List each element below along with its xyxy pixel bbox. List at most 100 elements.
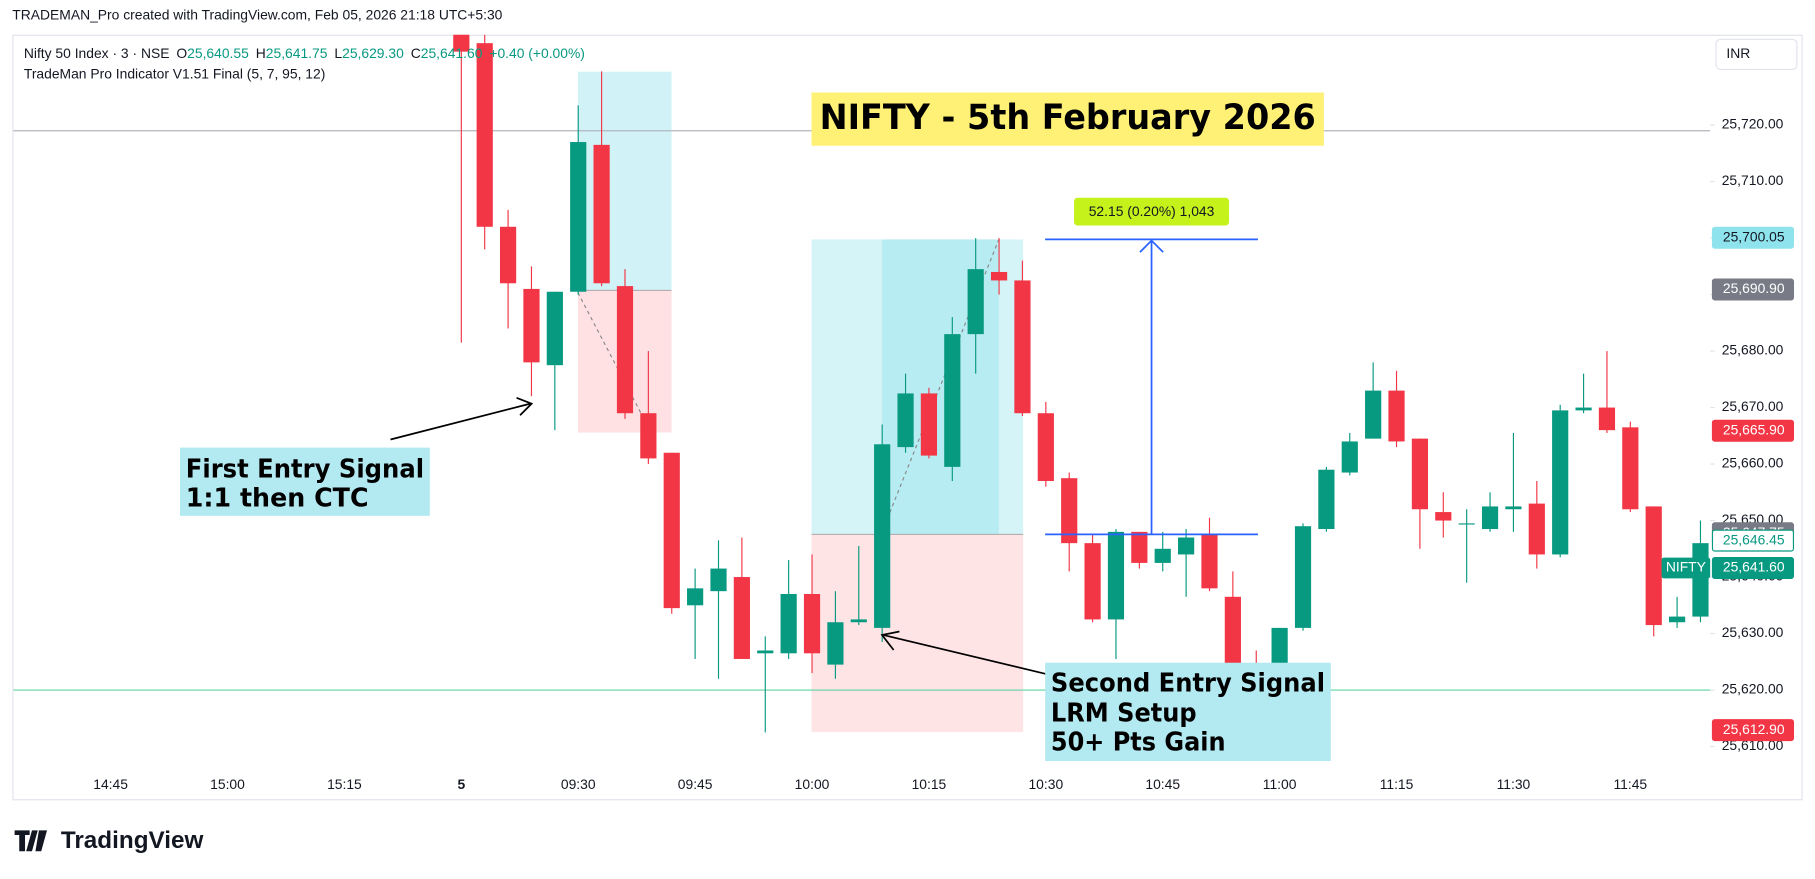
x-tick-label: 11:45 bbox=[1614, 776, 1648, 792]
x-tick-label: 11:15 bbox=[1380, 776, 1414, 792]
candle-body bbox=[874, 444, 891, 628]
annotation-text: Second Entry Signal bbox=[1051, 668, 1325, 698]
candle-body bbox=[1224, 596, 1241, 671]
candle-body bbox=[1388, 390, 1405, 442]
y-tick-label: 25,620.00 bbox=[1722, 681, 1784, 697]
logo-mark bbox=[14, 830, 48, 852]
x-tick-label: 09:30 bbox=[561, 776, 596, 792]
annotation-text: 1:1 then CTC bbox=[186, 483, 369, 513]
candle-body bbox=[1552, 410, 1569, 555]
candle-body bbox=[570, 142, 587, 292]
y-tick-label: 25,680.00 bbox=[1722, 342, 1784, 358]
ohlc-value: 25,640.55 bbox=[187, 45, 249, 61]
candle-body bbox=[827, 622, 844, 665]
candle-body bbox=[897, 393, 914, 448]
price-label-box bbox=[1711, 557, 1795, 579]
brand: TradingView bbox=[61, 827, 204, 854]
x-tick-label: 10:15 bbox=[912, 776, 947, 792]
attribution: TRADEMAN_Pro created with TradingView.co… bbox=[12, 7, 502, 23]
candle-body bbox=[780, 593, 797, 654]
candle-body bbox=[990, 271, 1008, 281]
annotation-text: 50+ Pts Gain bbox=[1051, 727, 1226, 757]
y-tick-label: 25,720.00 bbox=[1722, 116, 1784, 132]
candle-body bbox=[1435, 512, 1452, 521]
x-tick-label: 10:30 bbox=[1028, 776, 1063, 792]
price-label: 25,665.90 bbox=[1723, 421, 1785, 437]
title-box bbox=[811, 92, 1324, 146]
x-tick-label: 5 bbox=[457, 776, 465, 792]
candle-body bbox=[640, 413, 657, 459]
candle-body bbox=[1294, 526, 1312, 628]
currency[interactable]: INR bbox=[1726, 45, 1750, 61]
y-tick-label: 25,670.00 bbox=[1722, 398, 1784, 414]
candle-body bbox=[499, 226, 517, 284]
measure-label-box bbox=[1074, 197, 1230, 226]
target-zone bbox=[811, 239, 1024, 535]
x-tick-label: 09:45 bbox=[678, 776, 713, 792]
y-tick-label: 25,630.00 bbox=[1722, 624, 1784, 640]
candle-body bbox=[1107, 531, 1125, 620]
currency-button[interactable] bbox=[1715, 38, 1798, 70]
price-tag-box bbox=[1661, 557, 1711, 579]
price-label: 25,641.60 bbox=[1723, 559, 1785, 575]
chart-title: NIFTY - 5th February 2026 bbox=[820, 98, 1316, 138]
y-tick-label: 25,610.00 bbox=[1722, 737, 1784, 753]
trade-path bbox=[577, 292, 644, 417]
ohlc-value: 25,629.30 bbox=[342, 45, 404, 61]
price-label-box bbox=[1711, 529, 1795, 552]
candle-body bbox=[1458, 523, 1475, 525]
candles bbox=[453, 34, 1709, 733]
overlay: 52.15 (0.20%) 1,043 NIFTY - 5th February… bbox=[24, 38, 1798, 762]
candle-body bbox=[1528, 503, 1545, 555]
candle-body bbox=[453, 34, 470, 52]
price-label-box bbox=[1711, 419, 1795, 442]
candle-body bbox=[616, 286, 634, 414]
annotation-arrowhead bbox=[516, 397, 534, 416]
indicator-legend: TradeMan Pro Indicator V1.51 Final (5, 7… bbox=[24, 66, 325, 82]
candle-body bbox=[1365, 390, 1382, 439]
candle-body bbox=[1692, 543, 1709, 617]
candle-body bbox=[733, 577, 750, 659]
ohlc-key: H bbox=[256, 45, 266, 61]
candle-body bbox=[687, 588, 704, 606]
candle-body bbox=[1575, 407, 1592, 411]
ohlc-key: C bbox=[411, 45, 421, 61]
candle-body bbox=[593, 144, 610, 284]
candle-body bbox=[944, 334, 961, 467]
candle-body bbox=[1061, 478, 1078, 544]
y-tick-label: 25,710.00 bbox=[1722, 172, 1784, 188]
drawings bbox=[13, 71, 1711, 733]
candle-body bbox=[967, 269, 984, 335]
ohlc-key: O bbox=[176, 45, 187, 61]
candle-body bbox=[1505, 506, 1522, 510]
annotation-arrow bbox=[390, 402, 531, 441]
measure-arrowhead bbox=[1139, 239, 1164, 253]
annotation-arrowhead bbox=[880, 630, 900, 651]
candle-body bbox=[1668, 616, 1686, 623]
symbol-legend: Nifty 50 Index · 3 · NSE O25,640.55 H25,64… bbox=[24, 45, 585, 61]
price-label: 25,646.45 bbox=[1723, 531, 1785, 547]
candle-body bbox=[1598, 407, 1616, 431]
candle-body bbox=[1201, 534, 1218, 589]
candle-body bbox=[1131, 531, 1148, 563]
x-tick-label: 14:45 bbox=[93, 776, 128, 792]
brand-logo: TradingView bbox=[14, 827, 204, 854]
candle-body bbox=[1622, 427, 1639, 510]
x-tick-label: 11:00 bbox=[1263, 776, 1297, 792]
annotation-box bbox=[1045, 662, 1331, 762]
price-label-box bbox=[1711, 226, 1795, 249]
ohlc-value: 25,641.60 bbox=[421, 45, 483, 61]
candle-body bbox=[1084, 543, 1101, 620]
x-tick-label: 11:30 bbox=[1497, 776, 1531, 792]
candle-body bbox=[523, 288, 540, 363]
annotation-box bbox=[180, 447, 430, 516]
axes: 25,610.0025,620.0025,630.0025,640.0025,6… bbox=[93, 116, 1795, 792]
price-label: 25,690.90 bbox=[1723, 280, 1785, 296]
ohlc-value: 25,641.75 bbox=[266, 45, 328, 61]
candle-body bbox=[476, 43, 493, 227]
price-label: 25,612.90 bbox=[1723, 721, 1785, 737]
price-label: 25,700.05 bbox=[1723, 228, 1785, 244]
candle-body bbox=[1154, 548, 1171, 563]
